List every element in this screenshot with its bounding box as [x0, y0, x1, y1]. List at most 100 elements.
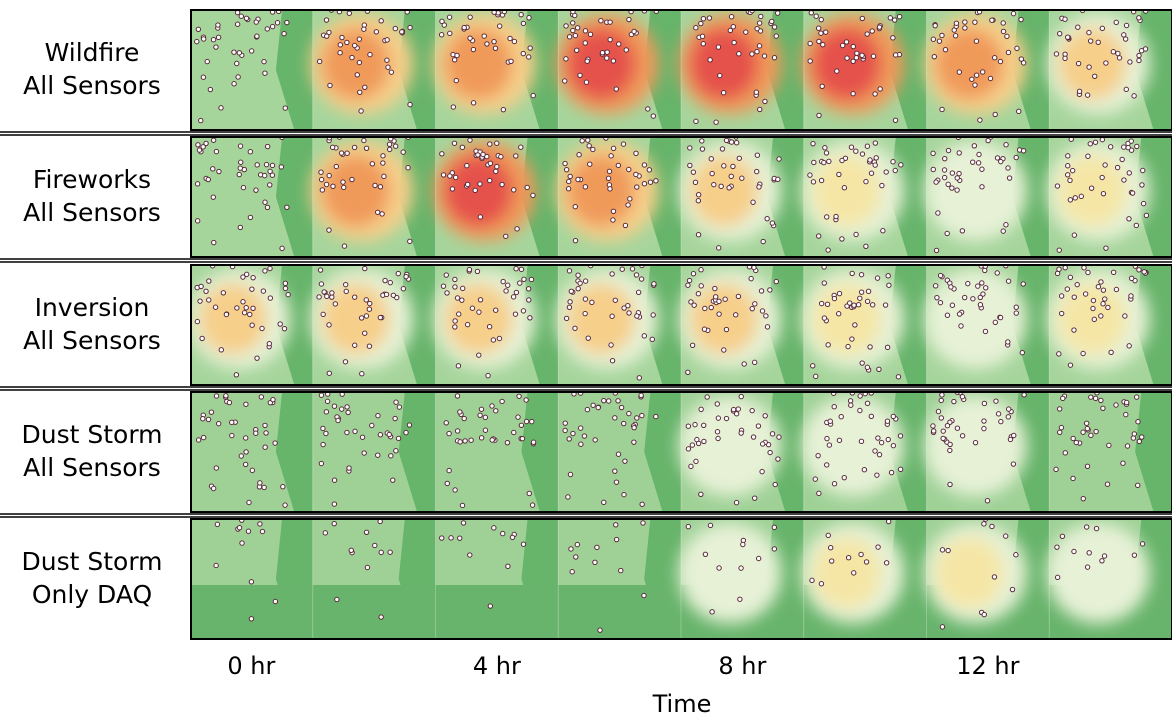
sensor	[949, 302, 956, 308]
sensor	[876, 366, 882, 372]
sensor	[345, 409, 351, 416]
sensor	[872, 91, 878, 97]
sensor	[1069, 167, 1076, 174]
sensor	[1126, 216, 1132, 222]
sensor	[509, 534, 516, 541]
sensor	[379, 211, 385, 217]
south	[558, 585, 681, 639]
sensor	[384, 37, 390, 43]
sensor	[200, 36, 207, 42]
sensor	[997, 314, 1004, 321]
sensor	[577, 72, 583, 79]
sensor	[1124, 443, 1131, 449]
sensor	[1059, 533, 1066, 540]
sensor	[476, 309, 482, 315]
sensor	[622, 222, 629, 229]
sensor	[582, 310, 588, 317]
sensor	[807, 40, 813, 47]
sensor	[883, 169, 889, 175]
sensor	[934, 294, 940, 301]
sensor	[956, 150, 962, 156]
sensor	[324, 398, 331, 405]
sensor	[236, 50, 243, 56]
sensor	[1128, 293, 1134, 299]
sensor	[840, 42, 846, 49]
sensor	[759, 468, 765, 475]
sensor	[1099, 137, 1106, 143]
sensor	[361, 26, 367, 32]
sensor	[194, 318, 201, 325]
sensor	[504, 439, 511, 446]
sensor	[1087, 38, 1094, 44]
sensor	[723, 326, 730, 333]
heat-core	[812, 283, 882, 355]
sensor	[326, 322, 332, 328]
sensor	[325, 392, 331, 397]
sensor	[612, 468, 618, 474]
sensor	[598, 18, 604, 24]
sensor	[337, 49, 343, 56]
heat	[678, 522, 782, 624]
south	[190, 585, 313, 639]
sensor	[254, 162, 260, 168]
sensor	[875, 544, 881, 550]
sensor	[323, 181, 330, 188]
sensor	[1075, 60, 1082, 67]
sensor	[980, 291, 986, 297]
sensor	[995, 411, 1002, 417]
sensor	[616, 41, 622, 47]
sensor	[1010, 461, 1017, 467]
sensor	[575, 285, 581, 292]
heat	[924, 268, 1028, 370]
sensor	[570, 20, 576, 26]
sensor	[563, 166, 570, 173]
sensor	[1005, 406, 1012, 412]
sensor	[499, 181, 505, 188]
sensor	[284, 19, 290, 26]
sensor	[1083, 524, 1090, 530]
sensor	[850, 90, 856, 97]
sensor	[1138, 48, 1145, 54]
sensor	[449, 186, 456, 192]
sensor	[467, 552, 473, 558]
sensor	[612, 415, 618, 421]
sensor	[279, 245, 285, 252]
sensor	[517, 280, 523, 286]
sensor	[971, 143, 978, 149]
sensor	[824, 435, 830, 442]
sensor	[1114, 164, 1121, 171]
sensor	[231, 49, 237, 55]
sensor	[892, 52, 899, 58]
sensor	[280, 483, 286, 490]
sensor	[339, 406, 345, 412]
sensor	[235, 74, 241, 80]
sensor	[577, 280, 583, 286]
sensor	[607, 36, 613, 43]
sensor	[748, 275, 754, 282]
sensor	[518, 144, 524, 150]
heat-core	[812, 28, 882, 100]
sensor	[621, 420, 627, 427]
sensor	[459, 144, 466, 151]
sensor	[285, 291, 291, 298]
sensor	[1091, 316, 1098, 323]
sensor	[1136, 438, 1143, 445]
sensor	[1071, 548, 1077, 555]
sensor	[863, 243, 869, 249]
sensor	[1107, 144, 1114, 150]
sensor	[527, 45, 533, 51]
sensor	[692, 421, 698, 428]
sensor	[382, 277, 388, 284]
sensor	[932, 22, 938, 29]
sensor	[994, 270, 1000, 276]
sensor	[941, 167, 948, 173]
sensor	[1074, 281, 1080, 288]
row-frame	[190, 9, 1172, 131]
sensor	[518, 11, 524, 18]
sensor	[956, 69, 963, 75]
sensor	[935, 408, 942, 415]
sensor	[821, 280, 827, 286]
sensor	[367, 51, 373, 58]
heat-core	[321, 28, 391, 100]
sensor	[369, 422, 375, 429]
